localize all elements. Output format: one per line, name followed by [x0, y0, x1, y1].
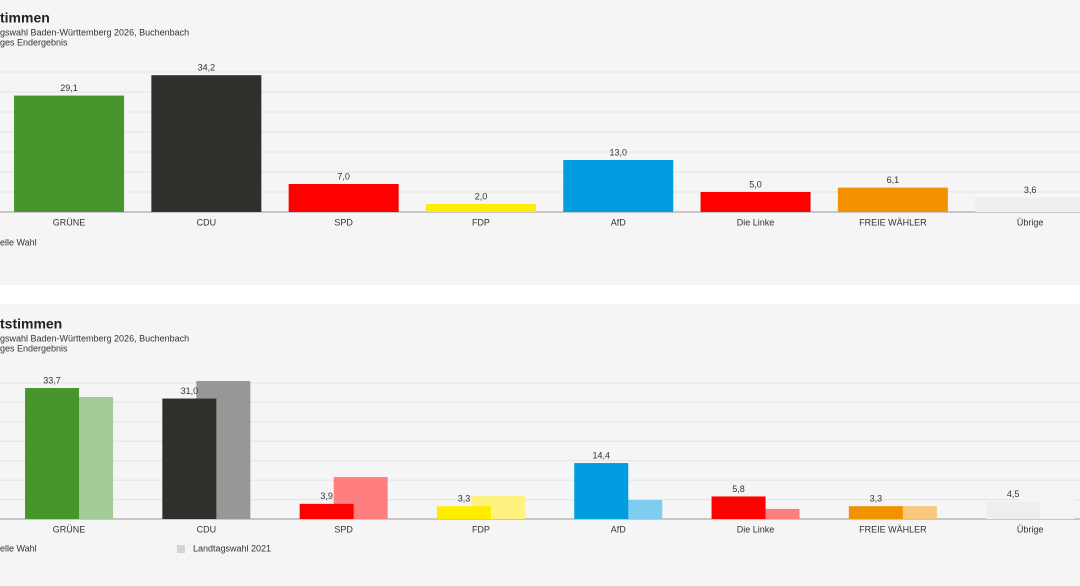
value-label: 6,1	[887, 175, 900, 185]
value-label: 5,0	[749, 179, 762, 189]
x-tick-label: FDP	[472, 524, 490, 534]
value-label: 3,3	[458, 494, 471, 504]
legend-swatch	[177, 545, 185, 553]
chart-subtitle: gswahl Baden-Württemberg 2026, Buchenbac…	[0, 333, 189, 343]
value-label: 33,7	[43, 375, 61, 385]
legend-label: Landtagswahl 2021	[193, 543, 271, 553]
value-label: 7,0	[337, 171, 350, 181]
value-label: 29,1	[60, 83, 78, 93]
bar	[25, 388, 80, 519]
bar	[299, 503, 354, 519]
x-tick-label: AfD	[611, 524, 627, 534]
x-tick-label: SPD	[334, 524, 353, 534]
bar	[574, 463, 629, 519]
x-tick-label: Übrige	[1017, 524, 1044, 534]
bar	[151, 75, 262, 212]
value-label: 2,0	[475, 191, 488, 201]
bar	[700, 192, 811, 212]
legend-label: elle Wahl	[0, 543, 37, 553]
x-tick-label: Die Linke	[737, 524, 775, 534]
x-tick-label: FDP	[472, 217, 490, 227]
chart-title: tstimmen	[0, 316, 62, 332]
value-label: 3,3	[870, 494, 883, 504]
bar	[14, 95, 125, 212]
bar	[837, 187, 948, 212]
value-label: 31,0	[181, 386, 199, 396]
bar	[986, 501, 1041, 519]
panel	[0, 304, 1080, 586]
bar	[563, 160, 674, 212]
x-tick-label: SPD	[334, 217, 353, 227]
chart-title: timmen	[0, 10, 50, 26]
bar	[436, 506, 491, 519]
bar	[288, 184, 399, 212]
x-tick-label: Übrige	[1017, 217, 1044, 227]
value-label: 34,2	[198, 63, 216, 73]
chart-subtitle: gswahl Baden-Württemberg 2026, Buchenbac…	[0, 27, 189, 37]
x-tick-label: FREIE WÄHLER	[859, 217, 927, 227]
chart-subtitle: ges Endergebnis	[0, 37, 68, 47]
bar	[745, 508, 800, 519]
value-label: 13,0	[609, 147, 627, 157]
x-tick-label: CDU	[197, 524, 217, 534]
bar	[162, 398, 217, 519]
bar	[975, 197, 1080, 212]
value-label: 14,4	[592, 450, 610, 460]
x-tick-label: AfD	[611, 217, 627, 227]
value-label: 5,8	[732, 484, 745, 494]
value-label: 4,5	[1007, 489, 1020, 499]
value-label: 3,9	[320, 491, 333, 501]
bar	[711, 496, 766, 519]
value-label: 3,6	[1024, 185, 1037, 195]
legend-label: elle Wahl	[0, 237, 37, 247]
x-tick-label: FREIE WÄHLER	[859, 524, 927, 534]
x-tick-label: GRÜNE	[53, 524, 86, 534]
x-tick-label: GRÜNE	[53, 217, 86, 227]
x-tick-label: Die Linke	[737, 217, 775, 227]
x-tick-label: CDU	[197, 217, 217, 227]
bar	[425, 204, 536, 212]
chart-subtitle: ges Endergebnis	[0, 343, 68, 353]
bar	[848, 506, 903, 519]
